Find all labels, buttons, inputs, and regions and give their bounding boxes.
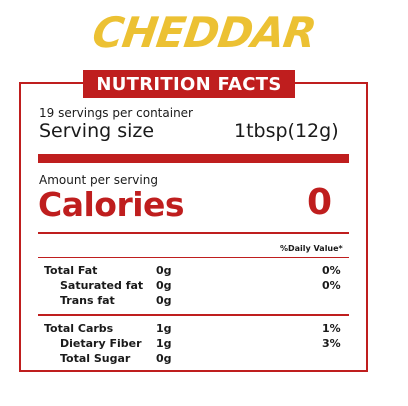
serving-size-value: 1tbsp(12g) [234, 120, 339, 142]
nutrient-dv-dietary-fiber: 3% [322, 337, 341, 350]
nutrient-name-saturated-fat: Saturated fat [60, 279, 144, 292]
nutrient-dv-saturated-fat: 0% [322, 279, 341, 292]
nutrient-name-trans-fat: Trans fat [60, 294, 115, 307]
servings-per-container: 19 servings per container [39, 106, 193, 120]
nutrient-name-total-sugar: Total Sugar [60, 352, 131, 365]
divider-medium [38, 232, 349, 234]
divider-section [38, 314, 349, 316]
nutrient-amount-total-fat: 0g [156, 264, 172, 277]
nutrient-dv-total-fat: 0% [322, 264, 341, 277]
daily-value-header: %Daily Value* [280, 244, 343, 253]
nutrient-amount-saturated-fat: 0g [156, 279, 172, 292]
nutrition-facts-header: NUTRITION FACTS [83, 70, 295, 98]
amount-per-serving: Amount per serving [39, 173, 158, 187]
nutrient-amount-total-carbs: 1g [156, 322, 172, 335]
serving-size-label: Serving size [39, 120, 155, 142]
nutrient-amount-dietary-fiber: 1g [156, 337, 172, 350]
divider-thin [38, 257, 349, 258]
nutrient-name-total-carbs: Total Carbs [44, 322, 114, 335]
nutrient-amount-trans-fat: 0g [156, 294, 172, 307]
thick-divider [38, 154, 349, 163]
nutrient-name-dietary-fiber: Dietary Fiber [60, 337, 142, 350]
nutrient-name-total-fat: Total Fat [44, 264, 98, 277]
brand-title: CHEDDAR [89, 8, 319, 57]
nutrient-amount-total-sugar: 0g [156, 352, 172, 365]
calories-value: 0 [307, 182, 333, 223]
nutrient-dv-total-carbs: 1% [322, 322, 341, 335]
calories-label: Calories [38, 185, 185, 224]
